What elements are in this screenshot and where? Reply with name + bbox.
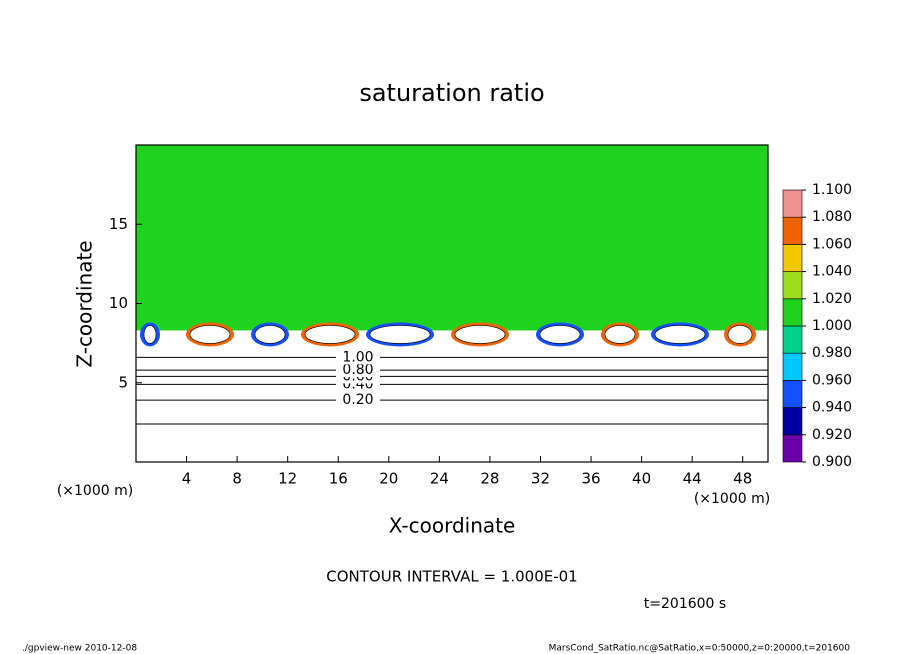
footer-left: ./gpview-new 2010-12-08 — [22, 644, 137, 654]
contour-label-bg — [336, 363, 380, 378]
saturated-field — [136, 145, 768, 331]
colorbar-label: 1.040 — [812, 264, 852, 280]
cloud — [254, 325, 286, 344]
footer-right: MarsCond_SatRatio.nc@SatRatio,x=0:50000,… — [549, 644, 851, 654]
colorbar-label: 1.060 — [812, 236, 852, 252]
contour-label-bg — [336, 393, 380, 408]
cloud — [369, 325, 431, 344]
chart-title: saturation ratio — [359, 79, 544, 107]
colorbar-label: 0.900 — [812, 454, 852, 470]
y-tick-label: 5 — [118, 373, 128, 391]
x-unit: (×1000 m) — [57, 483, 133, 499]
colorbar-label: 0.980 — [812, 345, 852, 361]
x-tick-label: 44 — [683, 470, 702, 488]
cloud — [604, 325, 636, 344]
y-unit: (×1000 m) — [694, 491, 770, 507]
x-tick-label: 12 — [278, 470, 297, 488]
colorbar-box — [782, 380, 803, 408]
x-tick-label: 32 — [531, 470, 550, 488]
cloud — [189, 325, 231, 344]
colorbar-box — [782, 325, 803, 354]
colorbar-box — [782, 271, 803, 300]
y-tick-label: 15 — [109, 215, 128, 233]
colorbar-label: 0.940 — [812, 400, 852, 416]
x-tick-label: 24 — [430, 470, 449, 488]
cloud — [727, 325, 753, 344]
colorbar-box — [782, 216, 803, 245]
colorbar-label: 1.080 — [812, 209, 852, 225]
colorbar-label: 0.920 — [812, 427, 852, 443]
cloud — [143, 325, 157, 344]
cloud — [539, 325, 581, 344]
x-tick-label: 28 — [480, 470, 499, 488]
colorbar-label: 1.000 — [812, 318, 852, 334]
contour-interval: CONTOUR INTERVAL = 1.000E-01 — [326, 568, 577, 586]
y-tick-label: 10 — [109, 294, 128, 312]
x-tick-label: 48 — [733, 470, 752, 488]
colorbar-box — [782, 298, 803, 327]
colorbar-label: 1.020 — [812, 291, 852, 307]
colorbar-label: 1.100 — [812, 182, 852, 198]
x-tick-label: 20 — [379, 470, 398, 488]
x-tick-label: 40 — [632, 470, 651, 488]
time-label: t=201600 s — [644, 596, 726, 612]
cloud — [454, 325, 506, 344]
colorbar-label: 0.960 — [812, 372, 852, 388]
colorbar-box — [782, 244, 803, 272]
contour-label-bg — [336, 350, 380, 365]
x-axis-label: X-coordinate — [389, 514, 516, 538]
cloud — [654, 325, 706, 344]
colorbar-box — [782, 189, 803, 218]
y-axis-label: Z-coordinate — [73, 240, 97, 367]
x-tick-label: 4 — [182, 470, 192, 488]
x-tick-label: 8 — [232, 470, 242, 488]
contour-label: 0.20 — [342, 392, 373, 408]
colorbar-box — [782, 352, 803, 381]
colorbar-box — [782, 434, 803, 463]
contour-label: 0.80 — [342, 362, 373, 378]
colorbar-box — [782, 407, 803, 436]
x-tick-label: 36 — [581, 470, 600, 488]
x-tick-label: 16 — [329, 470, 348, 488]
contour-label: 1.00 — [342, 349, 373, 365]
cloud — [304, 325, 356, 344]
cloud-layer — [140, 322, 756, 347]
